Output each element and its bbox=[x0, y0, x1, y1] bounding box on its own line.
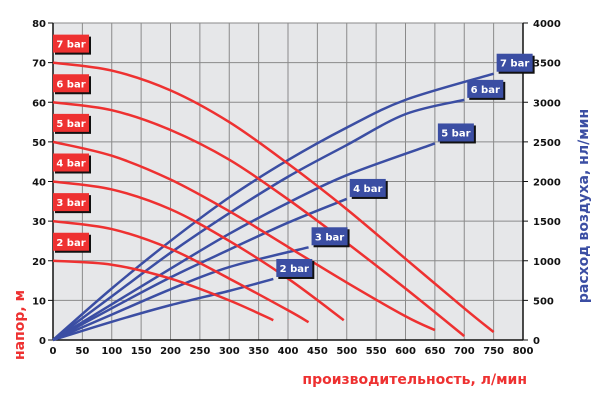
label-box bbox=[53, 193, 89, 212]
head-line-4-bar bbox=[52, 180, 345, 322]
y-right-axis-label: расход воздуха, нл/мин bbox=[576, 109, 592, 303]
x-tick-label: 500 bbox=[336, 346, 357, 357]
x-tick-label: 150 bbox=[131, 346, 152, 357]
label-text: 7 bar bbox=[500, 59, 529, 70]
x-tick-label: 300 bbox=[219, 346, 240, 357]
label-box bbox=[53, 34, 89, 53]
x-tick-label: 400 bbox=[278, 346, 299, 357]
label-box bbox=[467, 79, 504, 98]
x-tick-label: 800 bbox=[513, 346, 534, 357]
x-tick-label: 200 bbox=[160, 346, 181, 357]
y-left-tick-label: 70 bbox=[32, 59, 46, 70]
y-left-tick-label: 0 bbox=[39, 336, 46, 347]
y-right-tick-label: 3000 bbox=[533, 98, 561, 109]
label-box bbox=[53, 232, 89, 251]
head-series-label: 7 bar bbox=[53, 34, 91, 55]
y-left-tick-label: 20 bbox=[32, 257, 46, 268]
air-flow-line-3-bar bbox=[52, 246, 309, 342]
y-right-tick-label: 2000 bbox=[533, 178, 561, 189]
x-tick-label: 0 bbox=[50, 346, 57, 357]
air-flow-line-7-bar bbox=[52, 72, 494, 341]
label-text: 6 bar bbox=[56, 79, 85, 90]
x-tick-label: 750 bbox=[483, 346, 504, 357]
air-flow-series-label: 2 bar bbox=[276, 258, 315, 279]
head-line-3-bar bbox=[52, 219, 310, 324]
label-text: 4 bar bbox=[353, 184, 382, 195]
x-tick-label: 450 bbox=[307, 346, 328, 357]
head-line-5-bar bbox=[52, 140, 436, 332]
x-tick-label: 600 bbox=[395, 346, 416, 357]
label-box bbox=[349, 178, 386, 197]
y-left-tick-label: 80 bbox=[32, 19, 46, 30]
x-tick-label: 650 bbox=[424, 346, 445, 357]
x-tick-label: 550 bbox=[366, 346, 387, 357]
label-box bbox=[53, 113, 89, 132]
air-flow-series-label: 6 bar bbox=[467, 79, 506, 100]
y-right-tick-label: 1500 bbox=[533, 217, 561, 228]
label-text: 3 bar bbox=[315, 232, 344, 243]
label-box bbox=[53, 153, 89, 172]
head-line-7-bar bbox=[52, 61, 495, 334]
y-left-tick-label: 10 bbox=[32, 296, 46, 307]
air-flow-series-label: 7 bar bbox=[496, 53, 535, 74]
label-box bbox=[496, 53, 533, 72]
x-tick-label: 700 bbox=[454, 346, 475, 357]
air-flow-series-label: 5 bar bbox=[437, 123, 476, 144]
label-box bbox=[276, 258, 313, 277]
head-line-2-bar bbox=[52, 259, 274, 322]
head-series-label: 5 bar bbox=[53, 113, 91, 134]
label-text: 2 bar bbox=[280, 264, 309, 275]
x-tick-label: 250 bbox=[189, 346, 210, 357]
head-series-label: 4 bar bbox=[53, 153, 91, 174]
label-text: 7 bar bbox=[56, 40, 85, 51]
x-tick-label: 50 bbox=[75, 346, 89, 357]
air-flow-line-5-bar bbox=[52, 142, 436, 342]
air-flow-series-label: 3 bar bbox=[311, 227, 350, 248]
y-right-tick-label: 0 bbox=[533, 336, 540, 347]
head-line-6-bar bbox=[52, 101, 466, 338]
y-right-tick-label: 500 bbox=[533, 296, 554, 307]
label-text: 6 bar bbox=[471, 85, 500, 96]
x-tick-label: 350 bbox=[248, 346, 269, 357]
y-left-tick-label: 30 bbox=[32, 217, 46, 228]
label-text: 2 bar bbox=[56, 238, 85, 249]
air-flow-line-4-bar bbox=[52, 197, 348, 342]
y-left-axis-label: напор, м bbox=[12, 290, 28, 360]
y-right-tick-label: 4000 bbox=[533, 19, 561, 30]
head-series-label: 3 bar bbox=[53, 193, 91, 214]
y-left-tick-label: 50 bbox=[32, 138, 46, 149]
head-series-label: 6 bar bbox=[53, 74, 91, 95]
label-text: 4 bar bbox=[56, 159, 85, 170]
y-right-tick-label: 1000 bbox=[533, 257, 561, 268]
x-axis-label: производительность, л/мин bbox=[302, 372, 527, 388]
y-right-tick-label: 3500 bbox=[533, 59, 561, 70]
head-series-label: 2 bar bbox=[53, 232, 91, 253]
label-box bbox=[53, 74, 89, 93]
label-text: 5 bar bbox=[441, 128, 470, 139]
label-box bbox=[437, 123, 474, 142]
x-tick-label: 100 bbox=[101, 346, 122, 357]
y-left-tick-label: 40 bbox=[32, 178, 46, 189]
air-flow-series-label: 4 bar bbox=[349, 178, 388, 199]
air-flow-line-6-bar bbox=[52, 98, 465, 342]
y-right-tick-label: 2500 bbox=[533, 138, 561, 149]
label-box bbox=[311, 227, 348, 246]
y-left-tick-label: 60 bbox=[32, 98, 46, 109]
label-text: 5 bar bbox=[56, 119, 85, 130]
label-text: 3 bar bbox=[56, 198, 85, 209]
